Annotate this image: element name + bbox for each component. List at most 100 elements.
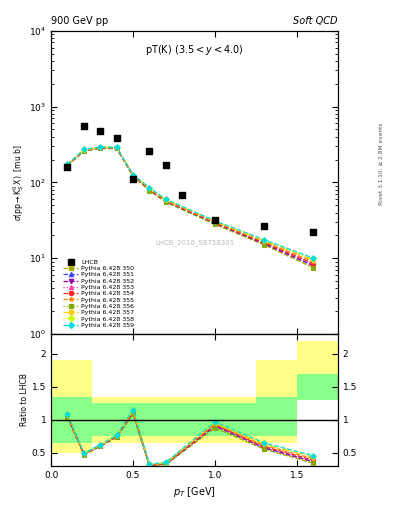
LHCB <box>130 175 136 183</box>
Text: Soft QCD: Soft QCD <box>294 16 338 26</box>
Pythia 6.428 352 <box>98 145 103 151</box>
Pythia 6.428 350 <box>262 242 266 248</box>
LHCB <box>81 122 87 131</box>
Bar <box>51 360 92 453</box>
Pythia 6.428 357 <box>114 144 119 151</box>
Pythia 6.428 352 <box>147 187 152 193</box>
Line: Pythia 6.428 352: Pythia 6.428 352 <box>65 146 316 268</box>
Pythia 6.428 351 <box>213 220 217 226</box>
Pythia 6.428 356 <box>262 242 266 248</box>
Pythia 6.428 357 <box>65 161 70 167</box>
Pythia 6.428 352 <box>262 241 266 247</box>
Pythia 6.428 355 <box>147 185 152 191</box>
Pythia 6.428 359 <box>213 218 217 224</box>
Y-axis label: $\sigma(\mathsf{pp}{\rightarrow}\mathsf{K}^0_S\,\mathsf{X})$  [mu b]: $\sigma(\mathsf{pp}{\rightarrow}\mathsf{… <box>11 144 26 221</box>
Pythia 6.428 353 <box>311 261 316 267</box>
LHCB <box>97 127 103 136</box>
Pythia 6.428 358 <box>163 196 168 202</box>
Text: $\mathsf{pT(K)}\ (3.5 < y < 4.0)$: $\mathsf{pT(K)}\ (3.5 < y < 4.0)$ <box>145 43 244 57</box>
Line: Pythia 6.428 359: Pythia 6.428 359 <box>65 145 316 260</box>
Pythia 6.428 359 <box>131 172 136 178</box>
Pythia 6.428 359 <box>163 196 168 202</box>
Pythia 6.428 350 <box>147 187 152 194</box>
Pythia 6.428 358 <box>65 161 70 167</box>
Pythia 6.428 356 <box>311 265 316 271</box>
Pythia 6.428 354 <box>163 198 168 204</box>
Pythia 6.428 359 <box>81 146 86 153</box>
Pythia 6.428 352 <box>163 199 168 205</box>
Pythia 6.428 359 <box>311 255 316 261</box>
Pythia 6.428 353 <box>163 198 168 204</box>
LHCB <box>310 228 316 237</box>
Pythia 6.428 352 <box>81 147 86 154</box>
Pythia 6.428 353 <box>147 186 152 193</box>
Pythia 6.428 354 <box>131 173 136 179</box>
Bar <box>297 340 338 387</box>
Pythia 6.428 356 <box>114 145 119 152</box>
Pythia 6.428 358 <box>262 237 266 243</box>
Pythia 6.428 357 <box>213 219 217 225</box>
Pythia 6.428 355 <box>131 172 136 178</box>
Pythia 6.428 355 <box>262 239 266 245</box>
Line: Pythia 6.428 353: Pythia 6.428 353 <box>65 146 316 266</box>
Pythia 6.428 356 <box>131 173 136 179</box>
Pythia 6.428 351 <box>114 145 119 152</box>
Pythia 6.428 357 <box>147 185 152 191</box>
LHCB <box>261 221 267 229</box>
Bar <box>256 397 297 436</box>
Pythia 6.428 358 <box>213 218 217 224</box>
Pythia 6.428 354 <box>147 186 152 193</box>
Bar <box>256 360 297 443</box>
Pythia 6.428 350 <box>131 173 136 179</box>
Pythia 6.428 356 <box>81 148 86 154</box>
Pythia 6.428 354 <box>213 220 217 226</box>
Pythia 6.428 359 <box>114 144 119 150</box>
Pythia 6.428 350 <box>311 265 316 271</box>
Line: Pythia 6.428 356: Pythia 6.428 356 <box>65 146 316 270</box>
Pythia 6.428 358 <box>114 144 119 150</box>
Bar <box>92 403 133 436</box>
LHCB <box>114 134 120 142</box>
Line: Pythia 6.428 351: Pythia 6.428 351 <box>65 146 316 268</box>
Pythia 6.428 356 <box>163 199 168 205</box>
Text: LHCB_2010_S8758301: LHCB_2010_S8758301 <box>155 240 234 246</box>
Pythia 6.428 357 <box>81 146 86 153</box>
Pythia 6.428 359 <box>65 161 70 167</box>
Bar <box>174 403 256 436</box>
Pythia 6.428 353 <box>98 145 103 151</box>
Pythia 6.428 352 <box>131 173 136 179</box>
Pythia 6.428 353 <box>213 220 217 226</box>
Pythia 6.428 356 <box>213 221 217 227</box>
Pythia 6.428 354 <box>311 261 316 267</box>
Pythia 6.428 357 <box>131 172 136 178</box>
Pythia 6.428 358 <box>147 185 152 191</box>
Pythia 6.428 355 <box>65 161 70 167</box>
Pythia 6.428 350 <box>213 221 217 227</box>
Bar <box>133 397 174 443</box>
Bar <box>51 397 92 443</box>
Pythia 6.428 351 <box>311 263 316 269</box>
Pythia 6.428 350 <box>98 145 103 152</box>
Text: 900 GeV pp: 900 GeV pp <box>51 16 108 26</box>
Pythia 6.428 354 <box>262 240 266 246</box>
LHCB <box>163 161 169 169</box>
X-axis label: $p_T$ [GeV]: $p_T$ [GeV] <box>173 485 216 499</box>
Pythia 6.428 357 <box>98 144 103 151</box>
Pythia 6.428 359 <box>147 185 152 191</box>
LHCB <box>179 191 185 199</box>
Pythia 6.428 350 <box>65 163 70 169</box>
Pythia 6.428 358 <box>131 172 136 178</box>
LHCB <box>212 216 218 224</box>
Pythia 6.428 351 <box>262 241 266 247</box>
Pythia 6.428 355 <box>163 197 168 203</box>
Pythia 6.428 356 <box>98 145 103 152</box>
Bar <box>92 397 133 443</box>
Pythia 6.428 351 <box>147 187 152 193</box>
Pythia 6.428 358 <box>81 146 86 153</box>
Legend: LHCB, Pythia 6.428 350, Pythia 6.428 351, Pythia 6.428 352, Pythia 6.428 353, Py: LHCB, Pythia 6.428 350, Pythia 6.428 351… <box>63 260 134 328</box>
Y-axis label: Ratio to LHCB: Ratio to LHCB <box>20 374 29 426</box>
Pythia 6.428 350 <box>81 148 86 154</box>
Pythia 6.428 351 <box>98 145 103 151</box>
Pythia 6.428 351 <box>81 147 86 154</box>
LHCB <box>64 163 71 171</box>
